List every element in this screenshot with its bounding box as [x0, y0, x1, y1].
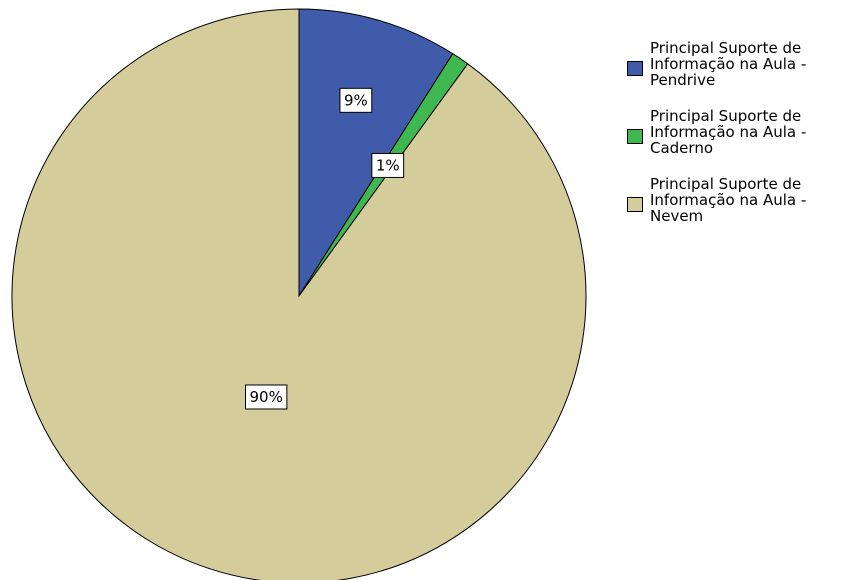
legend-item-caderno: Principal Suporte de Informação na Aula …: [627, 108, 839, 176]
legend-line: Principal Suporte de: [650, 39, 802, 57]
slice-label-nevem: 90%: [245, 384, 288, 410]
slice-label-text: 90%: [250, 388, 283, 406]
legend-label-caderno: Principal Suporte de Informação na Aula …: [650, 108, 806, 156]
pie-slice-pendrive: [298, 8, 454, 298]
slice-label-pendrive: 9%: [339, 87, 373, 113]
slice-label-text: 9%: [344, 91, 368, 109]
legend-label-nevem: Principal Suporte de Informação na Aula …: [650, 176, 806, 224]
legend-line: Informação na Aula -: [650, 55, 807, 73]
slice-label-box: [371, 152, 405, 178]
slice-label-box: [245, 384, 288, 410]
legend: Principal Suporte de Informação na Aula …: [627, 40, 839, 244]
legend-swatch-nevem: [627, 197, 643, 212]
legend-item-nevem: Principal Suporte de Informação na Aula …: [627, 176, 839, 244]
pie-slice-nevem: [11, 8, 587, 580]
legend-swatch-pendrive: [627, 61, 643, 76]
legend-label-pendrive: Principal Suporte de Informação na Aula …: [650, 40, 806, 88]
slice-label-text: 1%: [376, 156, 400, 174]
legend-item-pendrive: Principal Suporte de Informação na Aula …: [627, 40, 839, 108]
legend-swatch-caderno: [627, 129, 643, 144]
legend-line: Nevem: [650, 207, 704, 225]
legend-line: Caderno: [650, 139, 714, 157]
legend-line: Pendrive: [650, 71, 716, 89]
slice-label-box: [339, 87, 373, 113]
legend-line: Principal Suporte de: [650, 175, 802, 193]
legend-line: Principal Suporte de: [650, 107, 802, 125]
legend-line: Informação na Aula -: [650, 191, 807, 209]
slice-label-caderno: 1%: [371, 152, 405, 178]
legend-line: Informação na Aula -: [650, 123, 807, 141]
